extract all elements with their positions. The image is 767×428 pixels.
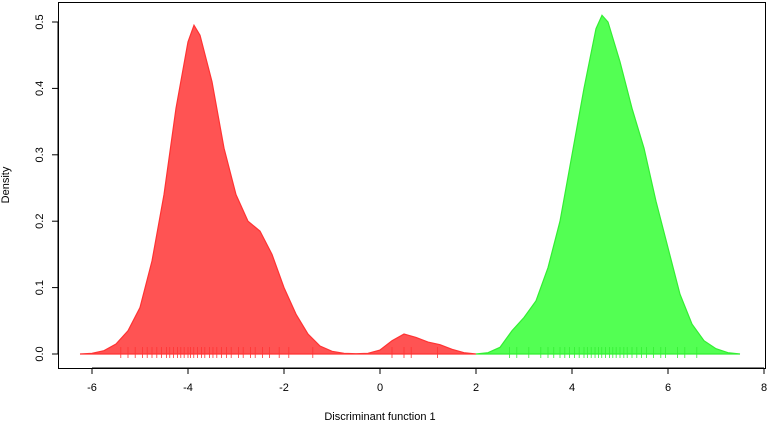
x-tick-label: -2 [279, 382, 289, 394]
x-tick-label: -4 [183, 382, 193, 394]
y-axis-label: Density [0, 166, 12, 203]
y-tick-label: 0.4 [34, 81, 46, 96]
x-tick-label: 8 [761, 382, 767, 394]
x-tick-label: 0 [377, 382, 383, 394]
y-tick-label: 0.1 [34, 280, 46, 295]
x-axis-label: Discriminant function 1 [324, 411, 435, 423]
x-tick-label: -6 [87, 382, 97, 394]
y-tick-label: 0.5 [34, 14, 46, 29]
x-tick-label: 4 [569, 382, 575, 394]
density-area [475, 14, 741, 355]
density-area [79, 23, 477, 355]
x-tick-label: 6 [665, 382, 671, 394]
y-tick-label: 0.3 [34, 147, 46, 162]
y-tick-label: 0.0 [34, 346, 46, 361]
y-tick-label: 0.2 [34, 214, 46, 229]
x-tick-label: 2 [473, 382, 479, 394]
